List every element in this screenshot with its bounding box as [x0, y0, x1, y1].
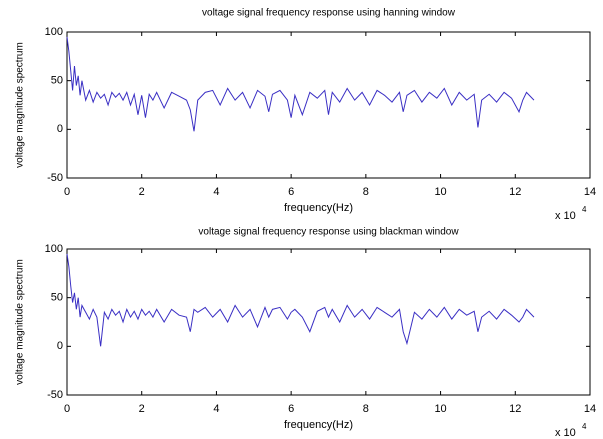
- x-scale-label: x 10: [555, 210, 576, 222]
- x-tick-label: 0: [64, 403, 70, 415]
- x-tick-label: 8: [363, 403, 369, 415]
- y-tick-label: 50: [51, 75, 63, 87]
- x-axis-label: frequency(Hz): [284, 202, 353, 214]
- x-tick-label: 6: [288, 186, 294, 198]
- y-tick-label: -50: [47, 389, 63, 401]
- x-tick-label: 10: [434, 403, 446, 415]
- x-tick-label: 10: [434, 186, 446, 198]
- y-axis-label: voltage magnitude spectrum: [15, 42, 26, 168]
- y-tick-label: 100: [45, 26, 63, 38]
- y-tick-label: 0: [57, 123, 63, 135]
- x-tick-label: 12: [509, 403, 521, 415]
- x-tick-label: 12: [509, 186, 521, 198]
- x-tick-label: 8: [363, 186, 369, 198]
- x-tick-label: 2: [139, 186, 145, 198]
- x-tick-label: 14: [584, 403, 596, 415]
- line-series: [66, 253, 535, 347]
- y-tick-label: 0: [57, 340, 63, 352]
- x-tick-label: 6: [288, 403, 294, 415]
- x-tick-label: 2: [139, 403, 145, 415]
- chart-title: voltage signal frequency response using …: [198, 227, 459, 238]
- y-tick-label: 50: [51, 292, 63, 304]
- axes-box: [66, 248, 591, 396]
- line-series: [66, 36, 535, 132]
- x-tick-label: 14: [584, 186, 596, 198]
- x-scale-exponent: 4: [582, 205, 587, 214]
- chart-title: voltage signal frequency response using …: [202, 8, 456, 19]
- x-tick-label: 0: [64, 186, 70, 198]
- y-axis-label: voltage magnitude spectrum: [15, 259, 26, 385]
- x-tick-label: 4: [213, 186, 219, 198]
- y-tick-label: 100: [45, 243, 63, 255]
- axes-box: [66, 31, 591, 179]
- x-tick-label: 4: [213, 403, 219, 415]
- x-scale-exponent: 4: [582, 422, 587, 431]
- y-tick-label: -50: [47, 172, 63, 184]
- x-scale-label: x 10: [555, 427, 576, 439]
- x-axis-label: frequency(Hz): [284, 419, 353, 431]
